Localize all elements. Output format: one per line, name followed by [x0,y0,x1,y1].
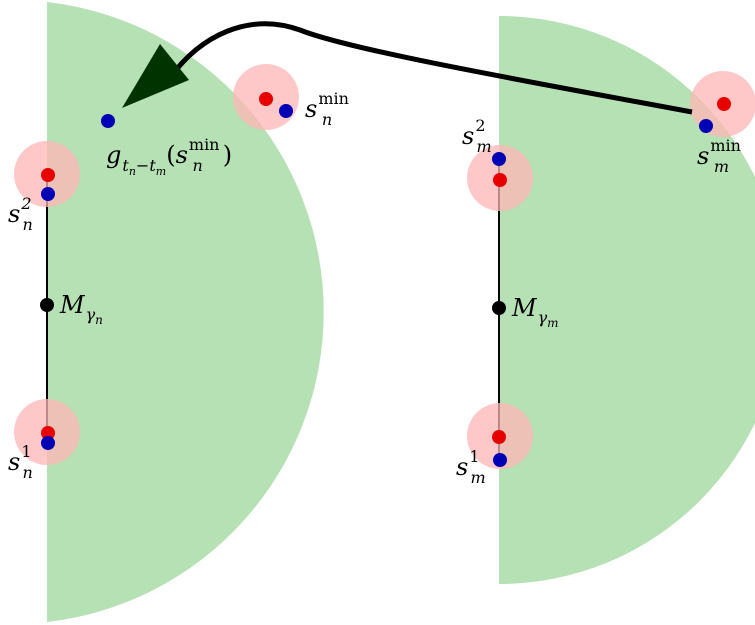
point-right-s2-red [493,173,507,187]
point-right-center [492,301,506,315]
point-left-s2-blue [41,187,55,201]
point-right-s2-blue [492,152,506,166]
label-left-s1: s1 n [8,442,33,482]
label-right-center: Mγm [511,294,559,330]
point-left-s2-red [41,168,55,182]
point-left-smin-blue [279,104,293,118]
label-right-s1: s1 m [456,447,486,487]
region-right-halfdisk [499,16,755,584]
arrow-head [122,44,189,108]
point-left-center [40,298,54,312]
transport-arrow [167,21,693,115]
point-right-smin-blue [699,119,713,133]
label-left-center: Mγn [59,291,103,327]
point-right-s1-red [492,430,506,444]
point-left-s1-red [41,426,55,440]
region-left-halfdisk [47,2,324,622]
point-right-smin-red [717,97,731,111]
point-right-s1-blue [493,453,507,467]
label-left-s2: s2 n [8,194,33,234]
label-right-smin: smin m [697,136,741,176]
point-left-mapped-blue [101,114,115,128]
point-left-smin-red [259,92,273,106]
label-left-mapped: gtn−tm(smin n) [106,135,232,178]
label-left-smin: smin n [305,89,349,129]
label-right-s2: s2 m [462,116,492,156]
point-left-s1-blue [41,436,55,450]
